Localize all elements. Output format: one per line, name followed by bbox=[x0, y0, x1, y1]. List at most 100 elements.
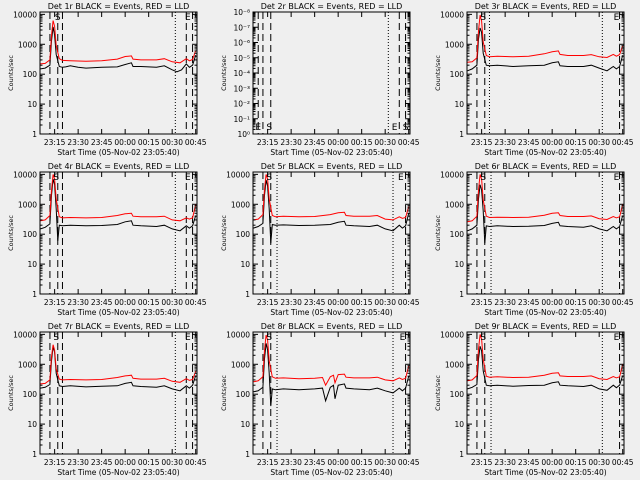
x-tick-label: 23:45 bbox=[304, 138, 326, 147]
y-axis-label: Counts/sec bbox=[220, 375, 228, 411]
event-marker-s: S bbox=[480, 13, 486, 23]
x-tick-label: 23:15 bbox=[257, 298, 279, 307]
x-tick-label: 23:45 bbox=[91, 458, 113, 467]
series-events bbox=[40, 26, 197, 73]
y-tick-label: 10000 bbox=[13, 170, 37, 179]
x-axis-label: Start Time (05-Nov-02 23:05:40) bbox=[484, 308, 606, 317]
x-axis-label: Start Time (05-Nov-02 23:05:40) bbox=[484, 148, 606, 157]
x-tick-label: 23:30 bbox=[280, 298, 302, 307]
series-lld bbox=[253, 174, 410, 221]
y-tick-label: 1 bbox=[245, 450, 250, 459]
y-tick-label: 100 bbox=[23, 390, 38, 399]
x-tick-label: 23:15 bbox=[257, 138, 279, 147]
x-tick-label: 00:30 bbox=[374, 138, 396, 147]
x-tick-label: 00:15 bbox=[351, 138, 373, 147]
event-marker-e: E bbox=[614, 13, 620, 23]
x-tick-label: 00:45 bbox=[398, 458, 420, 467]
y-axis-label: Counts/sec bbox=[7, 55, 15, 91]
x-tick-label: 23:45 bbox=[304, 298, 326, 307]
event-marker-e: E bbox=[614, 333, 620, 343]
x-tick-label: 00:00 bbox=[114, 298, 136, 307]
y-tick-label: 10000 bbox=[440, 330, 464, 339]
plot-frame bbox=[252, 11, 411, 135]
x-tick-label: 23:15 bbox=[471, 138, 493, 147]
x-tick-label: 23:45 bbox=[91, 298, 113, 307]
y-tick-label: 10 bbox=[27, 420, 37, 429]
x-tick-label: 00:45 bbox=[398, 138, 420, 147]
y-tick-label: 100 bbox=[23, 70, 38, 79]
series-lld bbox=[40, 344, 197, 385]
y-tick-label: 10⁰ bbox=[237, 130, 250, 139]
y-tick-label: 1000 bbox=[445, 360, 464, 369]
event-marker-s: S bbox=[266, 123, 272, 133]
x-tick-label: 00:45 bbox=[612, 298, 634, 307]
x-tick-label: 00:30 bbox=[161, 138, 183, 147]
x-tick-label: 23:15 bbox=[44, 298, 66, 307]
y-axis-label: Counts/sec bbox=[7, 375, 15, 411]
series-events bbox=[467, 346, 624, 391]
event-marker-e: E bbox=[614, 173, 620, 183]
series-lld bbox=[40, 174, 197, 222]
x-tick-label: 00:00 bbox=[327, 458, 349, 467]
y-tick-label: 100 bbox=[450, 390, 465, 399]
x-tick-label: 23:45 bbox=[518, 458, 540, 467]
y-tick-label: 1 bbox=[245, 290, 250, 299]
y-tick-label: 1000 bbox=[445, 200, 464, 209]
y-tick-label: 10⁻⁴ bbox=[233, 69, 250, 78]
series-events bbox=[40, 346, 197, 392]
event-marker-e: E bbox=[392, 123, 398, 133]
y-tick-label: 1 bbox=[459, 290, 464, 299]
x-tick-label: 23:30 bbox=[67, 298, 89, 307]
panel-title: Det 7r BLACK = Events, RED = LLD bbox=[48, 322, 190, 331]
y-tick-label: 1000 bbox=[18, 360, 37, 369]
event-marker-s: S bbox=[266, 333, 272, 343]
event-marker-e: E bbox=[185, 13, 191, 23]
x-tick-label: 00:30 bbox=[374, 458, 396, 467]
y-axis-label: Counts/sec bbox=[434, 375, 442, 411]
y-tick-label: 1 bbox=[459, 130, 464, 139]
plot-frame bbox=[39, 331, 198, 455]
x-tick-label: 23:45 bbox=[518, 138, 540, 147]
series-events bbox=[253, 179, 410, 244]
y-tick-label: 10 bbox=[454, 100, 464, 109]
x-tick-label: 00:15 bbox=[351, 458, 373, 467]
y-tick-label: 1000 bbox=[231, 360, 250, 369]
panel-title: Det 8r BLACK = Events, RED = LLD bbox=[261, 322, 403, 331]
series-lld bbox=[40, 20, 197, 65]
x-tick-label: 00:00 bbox=[541, 298, 563, 307]
y-tick-label: 10000 bbox=[13, 10, 37, 19]
x-tick-label: 23:30 bbox=[67, 138, 89, 147]
x-tick-label: 00:45 bbox=[398, 298, 420, 307]
y-axis-label: Counts/sec bbox=[220, 215, 228, 251]
y-tick-label: 10 bbox=[240, 420, 250, 429]
y-tick-label: 10 bbox=[240, 260, 250, 269]
x-tick-label: 00:00 bbox=[327, 298, 349, 307]
x-axis-label: Start Time (05-Nov-02 23:05:40) bbox=[57, 148, 179, 157]
y-tick-label: 10⁻⁷ bbox=[233, 23, 250, 32]
plot-frame bbox=[466, 331, 625, 455]
y-tick-label: 1 bbox=[32, 130, 37, 139]
y-tick-label: 100 bbox=[236, 390, 251, 399]
series-events bbox=[40, 178, 197, 241]
y-axis-label: Counts/sec bbox=[7, 215, 15, 251]
x-tick-label: 23:45 bbox=[304, 458, 326, 467]
y-tick-label: 1 bbox=[459, 450, 464, 459]
y-tick-label: 1000 bbox=[18, 200, 37, 209]
x-tick-label: 00:45 bbox=[185, 138, 207, 147]
plot-frame bbox=[39, 171, 198, 295]
x-tick-label: 00:30 bbox=[588, 138, 610, 147]
series-lld bbox=[467, 334, 624, 382]
y-tick-label: 10000 bbox=[440, 10, 464, 19]
y-tick-label: 10000 bbox=[226, 170, 250, 179]
y-tick-label: 10⁻¹ bbox=[233, 115, 250, 124]
series-events bbox=[253, 343, 410, 407]
plot-frame bbox=[252, 331, 411, 455]
x-axis-label: Start Time (05-Nov-02 23:05:40) bbox=[484, 468, 606, 477]
